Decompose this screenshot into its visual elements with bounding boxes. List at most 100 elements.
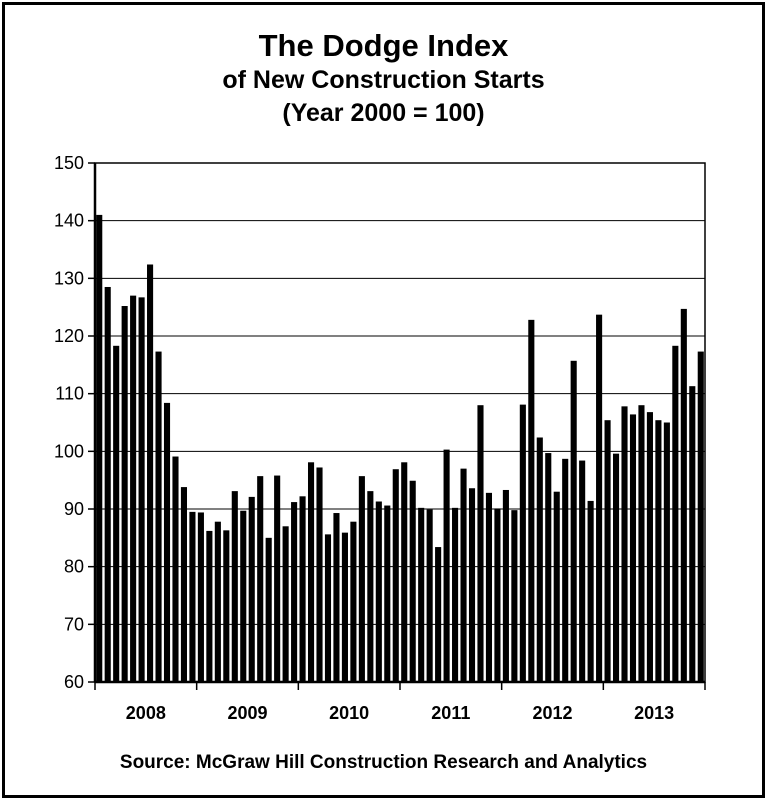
- bar: [604, 420, 611, 682]
- bar: [189, 511, 196, 682]
- bar: [680, 308, 687, 682]
- bar: [291, 502, 298, 682]
- bar: [545, 453, 552, 682]
- x-year-label: 2013: [634, 703, 674, 723]
- bar: [494, 508, 501, 682]
- bar: [223, 530, 230, 682]
- bar: [392, 469, 399, 682]
- y-tick-label: 140: [54, 211, 84, 231]
- bar: [307, 462, 315, 682]
- y-tick-label: 70: [64, 614, 84, 634]
- x-year-label: 2012: [532, 703, 572, 723]
- bar: [257, 476, 264, 682]
- chart-title: The Dodge Index: [258, 28, 509, 63]
- x-year-label: 2009: [227, 703, 267, 723]
- bar: [452, 507, 459, 682]
- bar: [443, 449, 450, 682]
- bar: [113, 345, 120, 682]
- bar: [621, 406, 628, 682]
- bar: [596, 314, 603, 682]
- x-year-label: 2008: [126, 703, 166, 723]
- bar: [587, 500, 594, 682]
- bar: [629, 414, 637, 682]
- y-tick-label: 100: [54, 441, 84, 461]
- bar: [697, 351, 704, 682]
- bar: [663, 422, 670, 682]
- gridlines: [95, 162, 705, 625]
- y-tick-label: 130: [54, 268, 84, 288]
- y-tick-label: 80: [64, 557, 84, 577]
- bar: [147, 264, 154, 682]
- bar: [553, 491, 560, 682]
- bar: [401, 462, 408, 682]
- bar: [477, 405, 484, 682]
- axes: [88, 162, 706, 690]
- x-year-label: 2010: [329, 703, 369, 723]
- bar: [163, 402, 171, 682]
- bar: [333, 513, 340, 682]
- bar: [418, 507, 425, 682]
- bar: [358, 476, 365, 682]
- bar: [172, 456, 179, 682]
- bar: [460, 468, 467, 682]
- bar: [409, 480, 416, 682]
- bar: [265, 537, 272, 682]
- bar: [468, 488, 476, 682]
- x-year-labels: 2008 2009 2010 2011 2012 2013: [126, 703, 674, 723]
- bar: [240, 510, 247, 682]
- bar: [384, 505, 391, 682]
- bar: [689, 386, 696, 682]
- chart-subtitle: of New Construction Starts: [222, 66, 545, 94]
- bar: [570, 360, 577, 682]
- bar: [638, 405, 645, 682]
- source-note: Source: McGraw Hill Construction Researc…: [119, 752, 648, 773]
- bar: [316, 467, 323, 682]
- bar: [536, 437, 543, 682]
- bar: [341, 532, 348, 682]
- bar: [299, 496, 306, 682]
- bar: [562, 458, 569, 682]
- bar: [612, 453, 620, 682]
- bar: [375, 501, 382, 682]
- bar: [197, 512, 204, 682]
- y-tick-labels: 60 70 80 90 100 110 120 130 140 150: [54, 153, 84, 692]
- bar: [435, 547, 442, 682]
- bar: [104, 286, 111, 682]
- bar: [519, 404, 526, 682]
- bar: [646, 412, 653, 682]
- chart-subtitle-base: (Year 2000 = 100): [282, 99, 485, 127]
- x-year-label: 2011: [431, 703, 470, 723]
- bar: [121, 306, 128, 682]
- bar: [426, 509, 433, 682]
- y-tick-label: 150: [54, 153, 84, 173]
- bar: [655, 420, 662, 682]
- bar: [511, 510, 518, 682]
- bar: [485, 492, 493, 682]
- bar: [155, 351, 162, 682]
- bar: [350, 521, 357, 682]
- y-tick-label: 90: [64, 499, 84, 519]
- bar: [214, 521, 221, 682]
- y-tick-label: 110: [55, 384, 84, 404]
- bar: [130, 295, 137, 682]
- bar: [502, 489, 509, 682]
- y-tick-label: 120: [54, 326, 84, 346]
- bar: [248, 496, 255, 682]
- bar: [528, 319, 535, 682]
- bar: [672, 345, 679, 682]
- title-block: The Dodge Index of New Construction Star…: [0, 28, 767, 130]
- bar: [231, 491, 238, 682]
- bar: [180, 487, 188, 682]
- bar: [96, 214, 103, 682]
- bar: [579, 460, 586, 682]
- bar: [282, 526, 289, 682]
- bar: [367, 491, 374, 682]
- bar: [206, 530, 213, 682]
- bar: [274, 475, 281, 682]
- bar: [138, 297, 145, 682]
- y-tick-label: 60: [64, 672, 84, 692]
- bar: [324, 534, 332, 682]
- bars: [96, 214, 704, 682]
